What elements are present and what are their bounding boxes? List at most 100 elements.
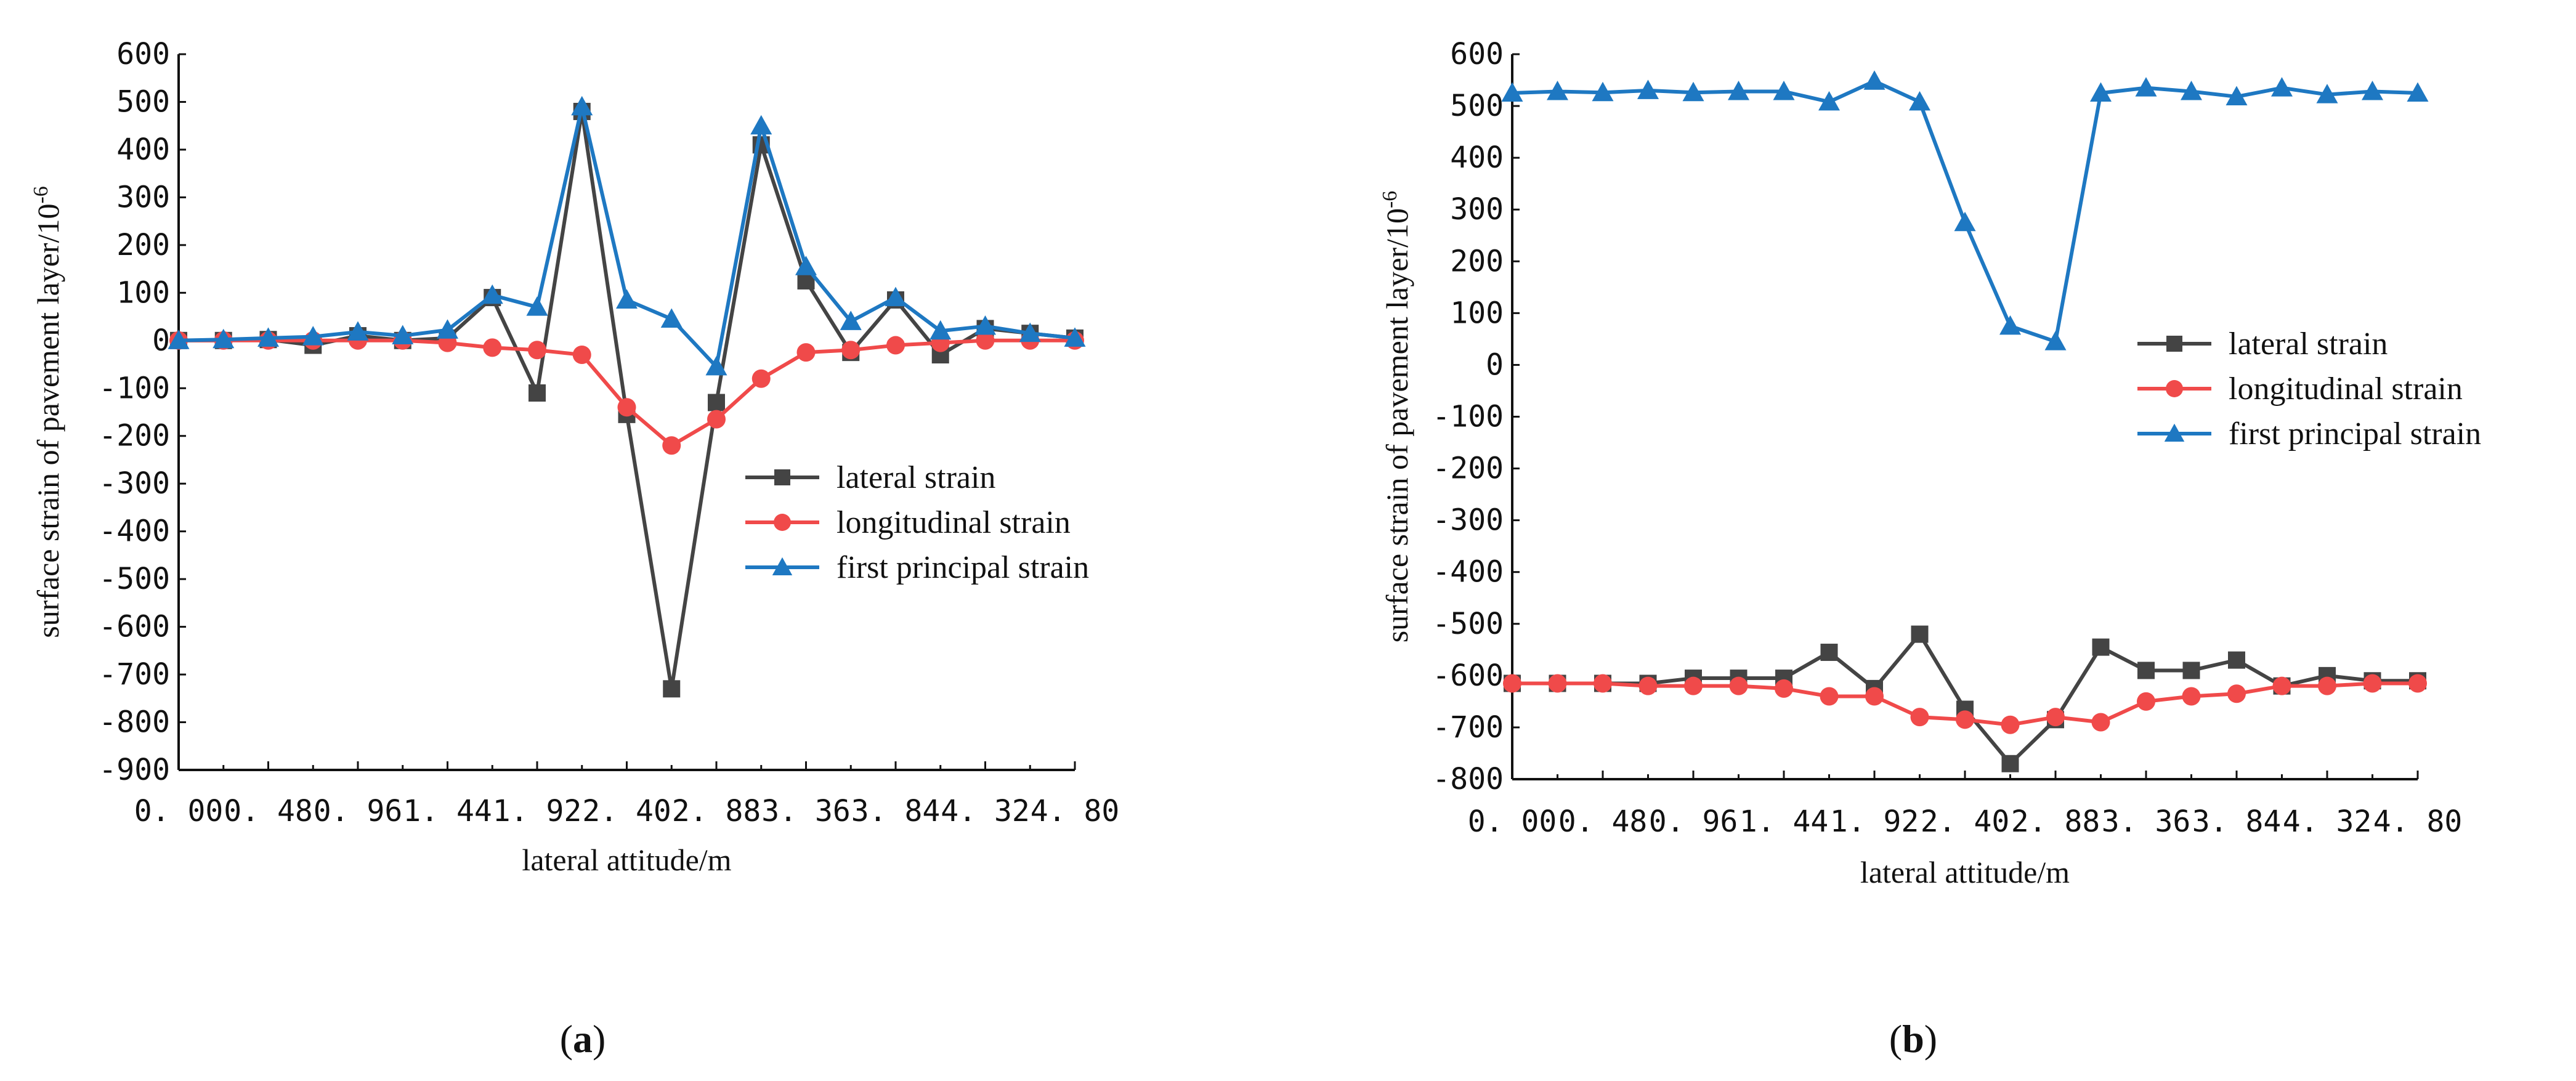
data-point-first-principal-strain xyxy=(1064,327,1086,347)
panel-b-label: (b) xyxy=(1889,1017,1937,1061)
data-point-first-principal-strain xyxy=(1637,79,1659,99)
legend-marker-longitudinal-strain xyxy=(774,514,791,531)
y-tick-label: 600 xyxy=(116,37,170,71)
y-tick-label: 600 xyxy=(1450,37,1504,71)
y-tick-label: 0 xyxy=(1486,347,1504,382)
x-tick-label: 1. 44 xyxy=(1740,804,1829,839)
x-tick-label: 2. 88 xyxy=(2011,804,2100,839)
data-point-first-principal-strain xyxy=(2090,82,2112,102)
legend-label-lateral-strain: lateral strain xyxy=(836,460,995,495)
data-point-longitudinal-strain xyxy=(1910,708,1929,727)
data-point-first-principal-strain xyxy=(437,319,458,339)
legend-label-longitudinal-strain: longitudinal strain xyxy=(2229,371,2463,407)
legend-marker-lateral-strain xyxy=(774,469,790,485)
y-axis-title: surface strain of pavement layer/10-6 xyxy=(30,186,65,638)
data-point-longitudinal-strain xyxy=(2363,674,2382,693)
x-tick-label: 4. 32 xyxy=(941,794,1030,828)
data-point-first-principal-strain xyxy=(2271,77,2293,97)
y-tick-label: 100 xyxy=(116,275,170,310)
data-point-first-principal-strain xyxy=(481,284,503,304)
y-tick-label: -500 xyxy=(1432,607,1504,641)
data-point-first-principal-strain xyxy=(1773,81,1795,100)
y-tick-label: 500 xyxy=(1450,89,1504,123)
data-point-first-principal-strain xyxy=(1863,70,1885,90)
data-point-longitudinal-strain xyxy=(976,331,995,350)
data-point-first-principal-strain xyxy=(1682,81,1704,102)
legend-label-first-principal-strain: first principal strain xyxy=(836,550,1089,585)
y-tick-label: 400 xyxy=(1450,140,1504,175)
data-point-first-principal-strain xyxy=(2316,84,2338,103)
data-point-first-principal-strain xyxy=(616,289,638,309)
x-tick-label: 0. 48 xyxy=(1558,804,1648,839)
y-tick-label: -900 xyxy=(99,753,170,787)
data-point-first-principal-strain xyxy=(1999,315,2021,335)
data-point-lateral-strain xyxy=(2228,651,2245,669)
data-point-longitudinal-strain xyxy=(796,343,816,362)
data-point-first-principal-strain xyxy=(1547,81,1568,100)
y-tick-label: 500 xyxy=(116,84,170,119)
data-point-first-principal-strain xyxy=(2044,331,2067,350)
data-point-longitudinal-strain xyxy=(572,346,591,365)
legend-label-longitudinal-strain: longitudinal strain xyxy=(836,505,1071,540)
data-point-longitudinal-strain xyxy=(886,336,905,355)
y-axis-title: surface strain of pavement layer/10-6 xyxy=(1379,191,1414,643)
data-point-first-principal-strain xyxy=(2407,82,2429,102)
legend-label-lateral-strain: lateral strain xyxy=(2229,326,2388,362)
data-point-longitudinal-strain xyxy=(2001,715,2020,734)
data-point-lateral-strain xyxy=(1820,644,1838,662)
x-tick-label: 0. 48 xyxy=(224,794,313,828)
legend-label-first-principal-strain: first principal strain xyxy=(2229,416,2481,451)
data-point-longitudinal-strain xyxy=(1684,676,1703,695)
legend-marker-first-principal-strain xyxy=(772,557,793,575)
data-point-longitudinal-strain xyxy=(2137,692,2155,711)
x-axis-title: lateral attitude/m xyxy=(522,843,731,877)
data-point-longitudinal-strain xyxy=(2318,676,2336,695)
data-point-first-principal-strain xyxy=(885,286,907,307)
legend-marker-longitudinal-strain xyxy=(2166,380,2183,397)
data-point-lateral-strain xyxy=(2137,662,2155,679)
data-point-longitudinal-strain xyxy=(2046,708,2065,727)
data-point-lateral-strain xyxy=(2092,638,2110,656)
data-point-longitudinal-strain xyxy=(1820,687,1839,706)
data-point-first-principal-strain xyxy=(1592,81,1614,102)
x-tick-label: 0. 96 xyxy=(314,794,403,828)
x-tick-label: 2. 40 xyxy=(1921,804,2010,839)
y-tick-label: 0 xyxy=(152,323,170,358)
x-tick-label: 3. 84 xyxy=(2192,804,2282,839)
data-point-lateral-strain xyxy=(708,394,725,411)
data-point-first-principal-strain xyxy=(2362,81,2383,100)
y-tick-label: 300 xyxy=(1450,192,1504,227)
data-point-first-principal-strain xyxy=(1728,81,1749,100)
x-tick-label: 0. 96 xyxy=(1649,804,1738,839)
series-line-first-principal-strain xyxy=(1512,79,2418,344)
data-point-longitudinal-strain xyxy=(841,341,861,360)
data-point-longitudinal-strain xyxy=(2272,676,2291,695)
x-tick-label: 4. 32 xyxy=(2283,804,2372,839)
data-point-longitudinal-strain xyxy=(707,410,726,429)
y-tick-label: 100 xyxy=(1450,296,1504,330)
data-point-longitudinal-strain xyxy=(617,398,636,417)
x-tick-label: 3. 36 xyxy=(761,794,851,828)
y-tick-label: -300 xyxy=(1432,503,1504,538)
data-point-longitudinal-strain xyxy=(1594,674,1612,693)
data-point-longitudinal-strain xyxy=(2408,674,2427,693)
data-point-first-principal-strain xyxy=(2135,77,2157,97)
y-tick-label: -200 xyxy=(1432,451,1504,486)
data-point-longitudinal-strain xyxy=(2091,713,2110,732)
data-point-lateral-strain xyxy=(529,384,546,402)
y-tick-label: -100 xyxy=(1432,400,1504,434)
data-point-first-principal-strain xyxy=(2226,86,2248,105)
y-tick-label: -200 xyxy=(99,419,170,453)
x-tick-label: 1. 92 xyxy=(493,794,582,828)
x-tick-label: 0. 00 xyxy=(134,794,224,828)
x-tick-label: 2. 88 xyxy=(672,794,761,828)
data-point-first-principal-strain xyxy=(1818,91,1840,111)
data-point-longitudinal-strain xyxy=(662,436,681,455)
legend-marker-lateral-strain xyxy=(2166,336,2182,352)
data-point-longitudinal-strain xyxy=(1729,676,1748,695)
y-axis-title-main: surface strain of pavement layer/10 xyxy=(1380,208,1414,642)
data-point-lateral-strain xyxy=(2182,662,2200,679)
y-tick-label: -700 xyxy=(99,657,170,692)
data-point-first-principal-strain xyxy=(795,256,817,275)
